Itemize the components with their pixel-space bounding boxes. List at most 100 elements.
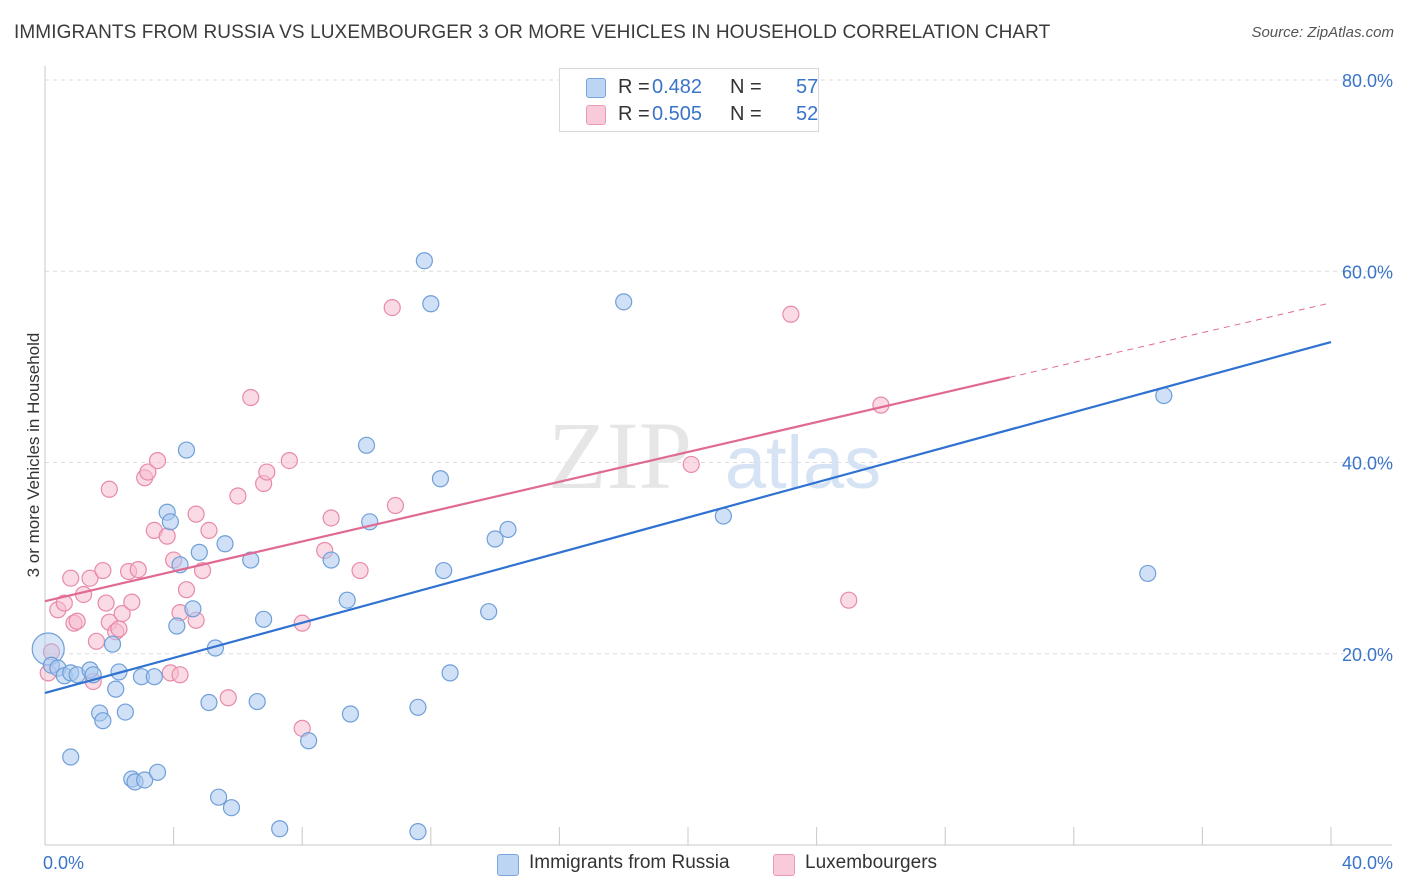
russia-point <box>322 551 340 569</box>
tick-labels: 20.0% 40.0% 60.0% 80.0% 0.0% 40.0% <box>43 71 1393 873</box>
luxembourger-point <box>219 689 237 707</box>
russia-point <box>94 712 112 730</box>
grid-layer <box>45 79 1392 655</box>
y-tick-label: 40.0% <box>1342 454 1393 474</box>
legend-swatch-russia <box>497 854 519 876</box>
luxembourger-point <box>158 527 176 545</box>
luxembourger-point <box>386 496 405 515</box>
luxembourger-point <box>100 480 118 498</box>
russia-point <box>161 513 179 531</box>
trend-lines <box>44 302 1332 695</box>
luxembourger-point <box>123 593 141 611</box>
x-tick-label: 0.0% <box>43 853 84 873</box>
luxembourger-point <box>351 561 369 580</box>
luxembourger-point <box>148 451 167 470</box>
chart-title: IMMIGRANTS FROM RUSSIA VS LUXEMBOURGER 3… <box>14 22 1051 43</box>
luxembourger-point <box>242 388 260 407</box>
luxembourger-point <box>200 521 218 539</box>
luxembourger-point <box>840 591 858 609</box>
y-tick-label: 80.0% <box>1342 71 1393 91</box>
russia-point <box>480 603 498 621</box>
russia-trend-line <box>44 340 1332 695</box>
x-tick-label: 40.0% <box>1342 853 1393 873</box>
luxembourger-point <box>81 569 99 587</box>
russia-point <box>415 252 433 270</box>
stats-legend: R = 0.482 N = 57 R = 0.505 N = 52 <box>559 68 819 132</box>
russia-point <box>216 535 234 553</box>
russia-point <box>107 680 125 698</box>
luxembourger-point <box>113 604 131 623</box>
luxembourger-point <box>94 561 112 580</box>
russia-point <box>435 561 453 580</box>
russia-point <box>177 441 196 459</box>
luxembourger-point <box>139 463 157 481</box>
russia-point <box>341 705 360 723</box>
russia-point <box>145 668 163 686</box>
y-tick-label: 60.0% <box>1342 262 1393 282</box>
russia-point <box>248 692 266 711</box>
russia-point <box>486 530 504 548</box>
luxembourger-point <box>258 463 276 481</box>
russia-points <box>31 252 1173 841</box>
luxembourger-trend-extension <box>1009 302 1332 378</box>
russia-point <box>242 551 260 569</box>
legend-n-value: 57 <box>796 76 819 98</box>
legend-n-value: 52 <box>796 103 819 125</box>
luxembourger-point <box>782 305 800 323</box>
legend-n-label: N = <box>730 103 762 125</box>
russia-point <box>148 763 167 781</box>
russia-point <box>422 295 440 313</box>
luxembourger-trend-line <box>44 376 1010 603</box>
russia-point <box>338 591 356 609</box>
russia-point <box>499 520 517 539</box>
russia-point <box>168 617 186 635</box>
russia-point <box>357 436 376 454</box>
russia-point <box>222 799 241 817</box>
legend-swatch-russia <box>586 78 606 98</box>
legend-r-label: R = <box>618 103 650 125</box>
russia-point <box>62 748 80 766</box>
russia-point <box>271 820 289 838</box>
russia-point <box>441 664 459 682</box>
russia-point <box>255 610 273 628</box>
luxembourger-point <box>682 455 700 474</box>
luxembourger-point <box>87 632 106 650</box>
russia-point <box>615 293 633 311</box>
luxembourger-point <box>177 581 196 599</box>
luxembourgers-points <box>39 298 890 737</box>
legend-n-label: N = <box>730 76 762 98</box>
source-credit: Source: ZipAtlas.com <box>1251 24 1394 41</box>
russia-point <box>210 788 228 806</box>
luxembourger-point <box>97 594 115 612</box>
luxembourger-point <box>110 620 128 638</box>
luxembourger-point <box>187 505 205 523</box>
luxembourger-point <box>280 451 298 470</box>
legend-label-luxembourgers: Luxembourgers <box>805 852 938 873</box>
legend-r-value: 0.482 <box>652 76 703 98</box>
luxembourger-point <box>171 666 189 684</box>
legend-r-label: R = <box>618 76 650 98</box>
legend-swatch-luxembourgers <box>773 854 795 876</box>
luxembourger-point <box>129 560 147 579</box>
luxembourger-point <box>229 487 247 505</box>
legend-swatch-luxembourgers <box>586 105 606 125</box>
russia-point <box>431 470 450 488</box>
russia-point <box>1139 564 1157 583</box>
russia-point <box>116 703 134 721</box>
russia-point <box>200 693 218 712</box>
watermark-atlas: atlas <box>725 421 881 504</box>
luxembourger-point <box>62 569 80 587</box>
y-axis-title: 3 or more Vehicles in Household <box>24 332 43 578</box>
luxembourger-point <box>55 594 73 612</box>
russia-point <box>409 698 427 716</box>
russia-point <box>190 543 208 561</box>
russia-point <box>103 635 122 653</box>
russia-point <box>300 732 318 750</box>
legend-label-russia: Immigrants from Russia <box>529 852 730 873</box>
russia-point <box>136 771 154 789</box>
luxembourger-point <box>383 298 401 317</box>
axes-layer <box>44 66 1392 846</box>
luxembourger-point <box>68 612 86 630</box>
russia-point <box>184 600 202 618</box>
